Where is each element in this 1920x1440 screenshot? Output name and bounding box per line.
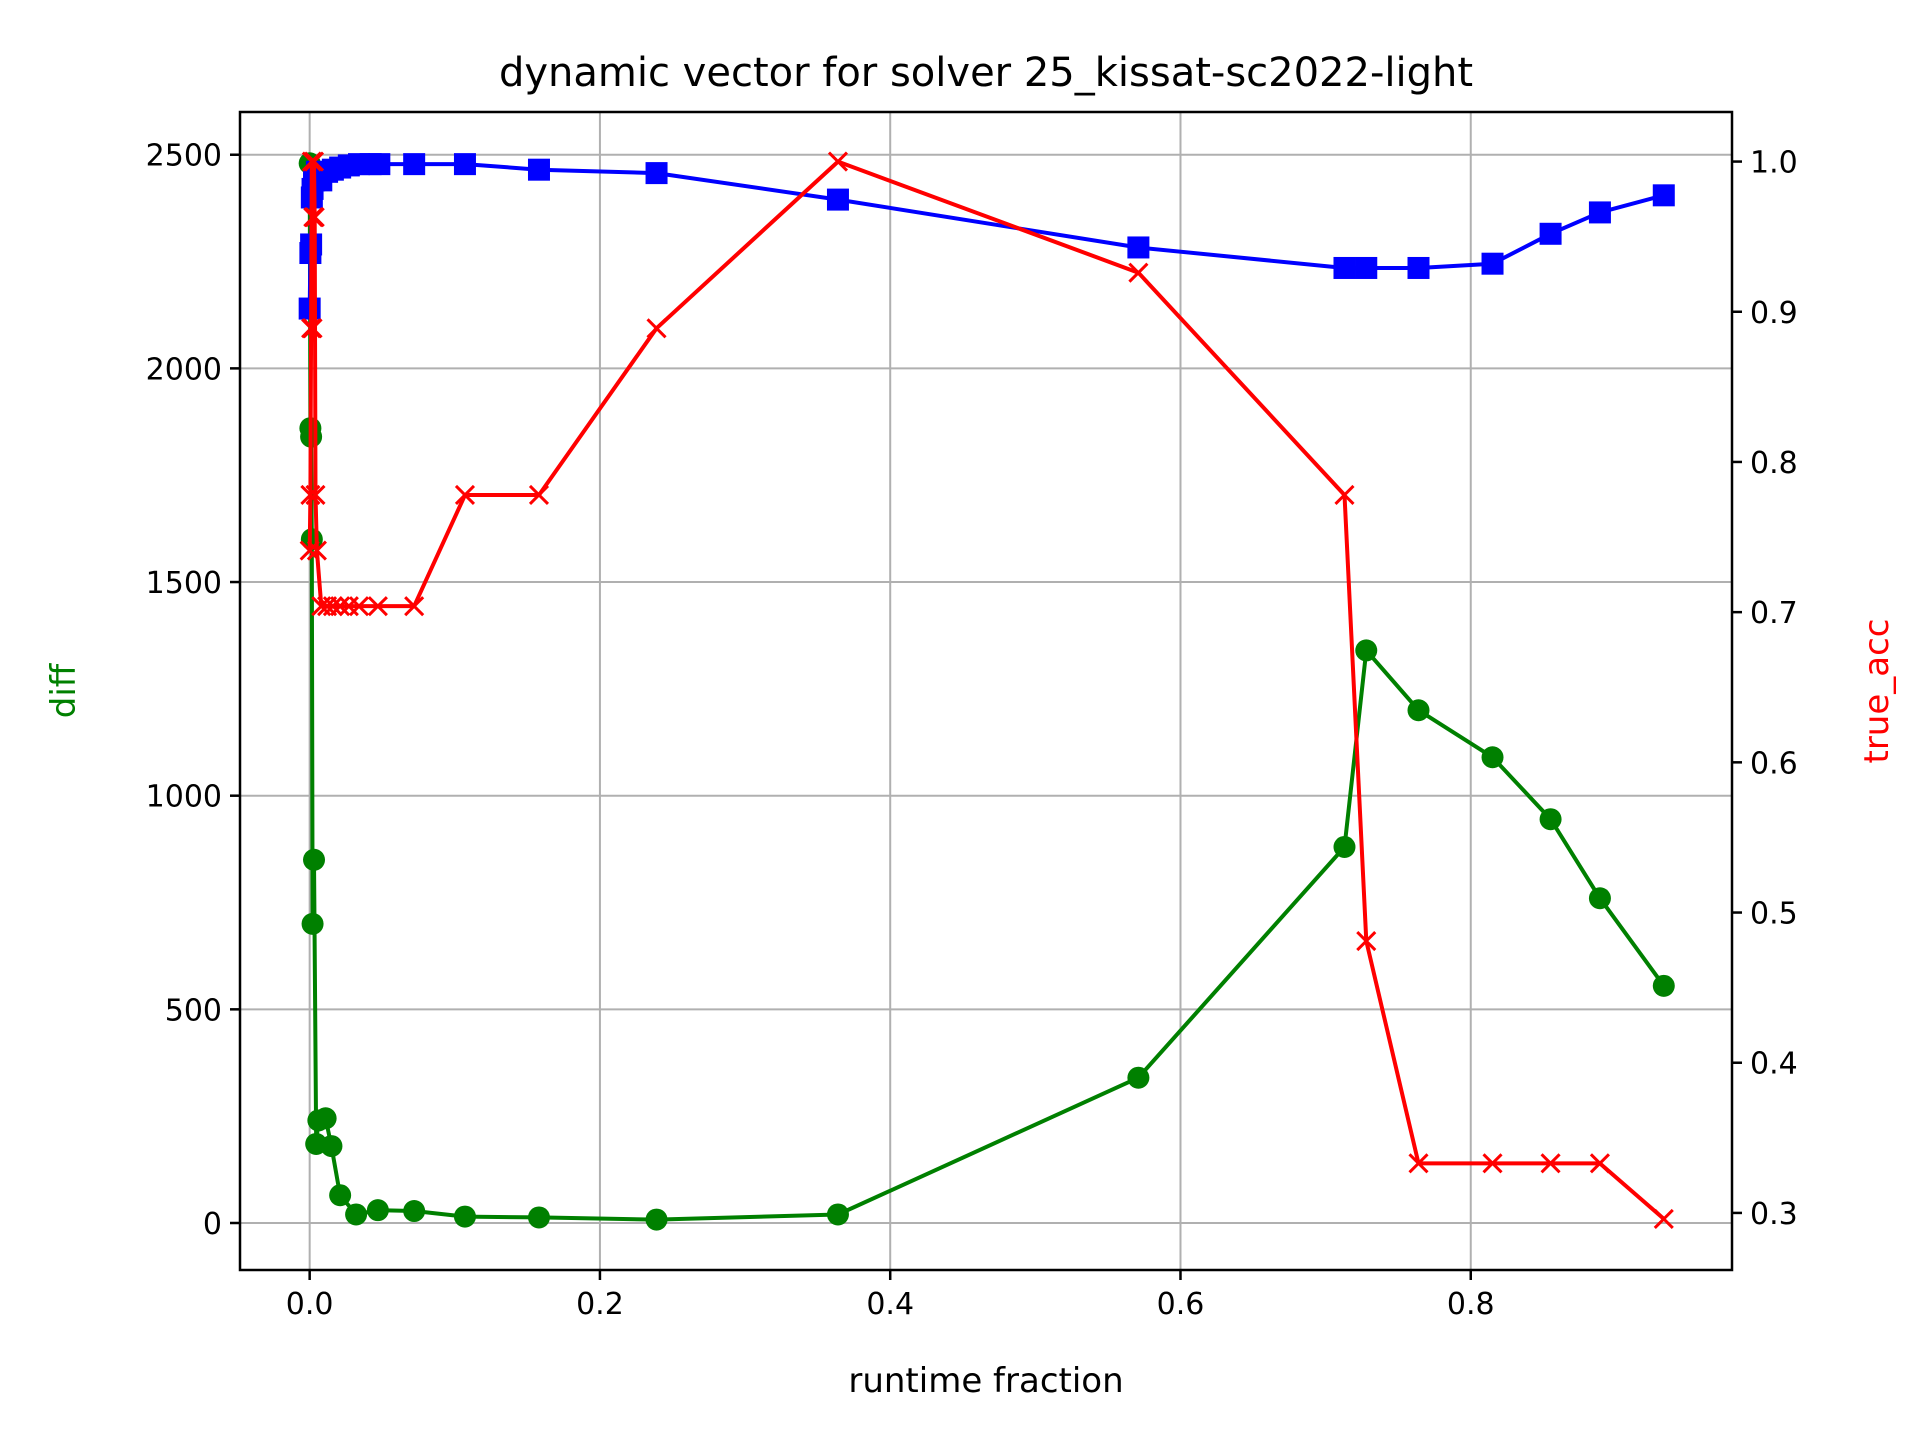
data-point	[1333, 256, 1356, 279]
data-point	[299, 540, 320, 561]
data-point	[368, 153, 391, 176]
y-left-tick-label: 1000	[146, 780, 222, 815]
data-point	[1481, 746, 1504, 769]
y-left-tick-label: 500	[165, 993, 222, 1028]
data-point	[826, 1203, 849, 1226]
data-point	[1333, 835, 1356, 858]
chart-title: dynamic vector for solver 25_kissat-sc20…	[499, 50, 1473, 96]
data-point	[345, 1203, 368, 1226]
data-point	[453, 1205, 476, 1228]
data-point	[1652, 184, 1675, 207]
y-right-tick-label: 0.7	[1750, 596, 1798, 631]
data-point	[314, 1107, 337, 1130]
data-point	[1652, 974, 1675, 997]
data-point	[320, 1135, 343, 1158]
data-point	[453, 153, 476, 176]
y-right-tick-label: 0.9	[1750, 296, 1798, 331]
data-point	[1127, 236, 1150, 259]
data-point	[1539, 808, 1562, 831]
data-point	[527, 158, 550, 181]
data-point	[304, 207, 325, 228]
data-point	[322, 596, 343, 617]
y-left-tick-label: 0	[203, 1207, 222, 1242]
data-point	[645, 162, 668, 185]
data-point	[306, 540, 327, 561]
data-point	[528, 484, 550, 506]
data-point	[330, 596, 351, 617]
data-point	[303, 151, 325, 172]
data-point	[1128, 262, 1149, 283]
y-left-tick-label: 2500	[146, 139, 222, 174]
data-point	[329, 1184, 352, 1207]
data-point	[1334, 484, 1355, 506]
data-point	[1481, 252, 1504, 275]
data-point	[1540, 1153, 1561, 1174]
y-right-tick-label: 0.6	[1750, 746, 1798, 781]
data-point	[300, 484, 321, 506]
data-point	[301, 912, 324, 935]
data-point	[301, 151, 322, 172]
x-axis-label: runtime fraction	[848, 1361, 1123, 1401]
data-point	[645, 1208, 668, 1231]
data-point	[1355, 256, 1378, 279]
data-point	[1588, 887, 1611, 910]
data-point	[404, 596, 425, 617]
x-tick-label: 0.0	[286, 1287, 334, 1322]
data-point	[1408, 1153, 1429, 1174]
data-point	[1407, 699, 1430, 722]
x-tick-label: 0.6	[1157, 1287, 1205, 1322]
data-point	[1355, 639, 1378, 662]
data-point	[1482, 1153, 1503, 1174]
data-point	[1653, 1208, 1674, 1229]
y-axis-right-label: true_acc	[1857, 619, 1897, 764]
data-point	[454, 484, 476, 506]
y-left-tick-label: 2000	[146, 352, 222, 387]
plot-frame	[238, 110, 1734, 1272]
data-point	[403, 153, 426, 176]
data-point	[826, 188, 849, 211]
data-point	[303, 848, 326, 871]
data-point	[1127, 1066, 1150, 1089]
series-2	[299, 151, 1674, 1229]
data-point	[367, 596, 388, 617]
y-left-tick-label: 1500	[146, 566, 222, 601]
series-layer	[298, 151, 1675, 1231]
x-tick-label: 0.8	[1447, 1287, 1495, 1322]
x-tick-label: 0.4	[866, 1287, 914, 1322]
data-point	[366, 1199, 389, 1222]
y-axis-left-label: diff	[44, 662, 84, 718]
y-right-tick-label: 0.4	[1750, 1047, 1798, 1082]
data-point	[1589, 1153, 1610, 1174]
data-point	[1356, 931, 1377, 952]
x-tick-label: 0.2	[576, 1287, 624, 1322]
y-right-tick-label: 0.3	[1750, 1197, 1798, 1232]
series-line	[307, 159, 1666, 1221]
y-right-tick-label: 1.0	[1750, 146, 1798, 181]
grid	[240, 112, 1732, 1270]
data-point	[302, 318, 323, 339]
y-right-tick-label: 0.8	[1750, 446, 1798, 481]
y-right-tick-label: 0.5	[1750, 897, 1798, 932]
data-point	[348, 596, 370, 617]
data-point	[827, 151, 849, 172]
data-point	[403, 1200, 426, 1223]
data-point	[646, 318, 667, 339]
data-point	[1407, 256, 1430, 279]
data-point	[527, 1206, 550, 1229]
data-point	[1539, 222, 1562, 245]
ticks: 0.0 0.2 0.4 0.6 0.8 0 500 1000 1500 2000 2500 0.3 0.…	[146, 139, 1798, 1322]
data-point	[305, 484, 326, 506]
data-point	[1588, 201, 1611, 224]
